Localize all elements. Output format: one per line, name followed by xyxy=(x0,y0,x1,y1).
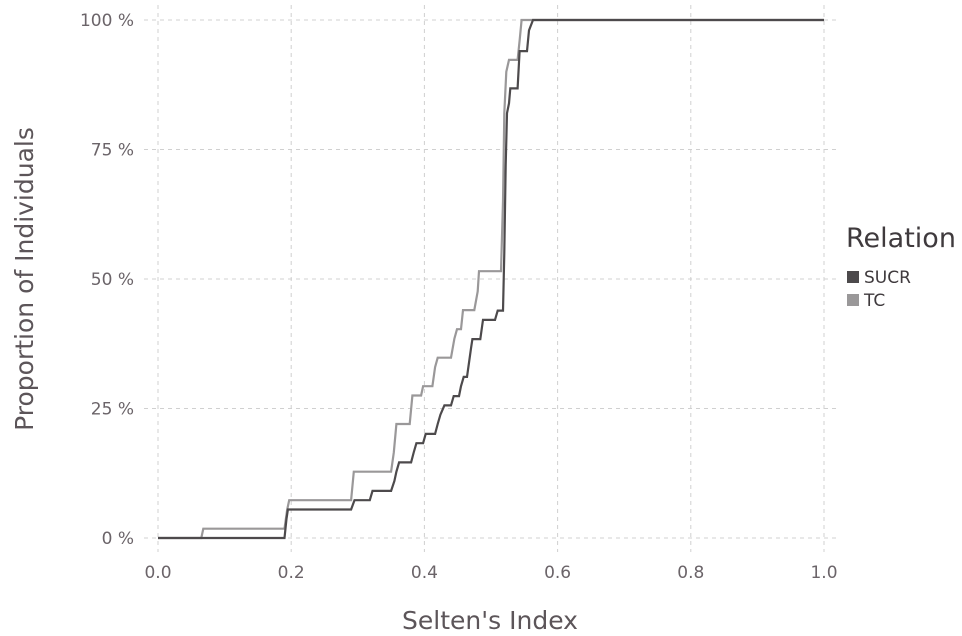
y-tick-label: 0 % xyxy=(102,529,134,549)
legend-swatch-tc xyxy=(847,294,859,306)
y-tick-label: 100 % xyxy=(80,11,134,31)
y-tick-label: 75 % xyxy=(91,141,134,161)
series-line-tc xyxy=(158,18,824,540)
legend: Relation SUCR TC xyxy=(846,223,956,311)
x-tick-label: 0.8 xyxy=(677,563,704,583)
y-axis-title: Proportion of Individuals xyxy=(10,127,39,431)
series-line-sucr xyxy=(158,18,824,540)
legend-label-sucr: SUCR xyxy=(864,268,911,288)
y-tick-label: 25 % xyxy=(91,400,134,420)
legend-items: SUCR TC xyxy=(847,268,911,311)
legend-swatch-sucr xyxy=(847,271,859,283)
x-tick-label: 0.4 xyxy=(411,563,438,583)
tick-labels: 0.0 0.2 0.4 0.6 0.8 1.0 0 % 25 % 50 % 75 % 100 % xyxy=(80,11,838,583)
y-tick-label: 50 % xyxy=(91,270,134,290)
x-tick-label: 0.2 xyxy=(278,563,305,583)
grid-lines xyxy=(144,5,838,552)
x-axis-title: Selten's Index xyxy=(402,606,578,635)
x-tick-label: 1.0 xyxy=(810,563,837,583)
x-tick-label: 0.0 xyxy=(144,563,171,583)
x-tick-label: 0.6 xyxy=(544,563,571,583)
legend-label-tc: TC xyxy=(863,291,885,311)
legend-title: Relation xyxy=(846,223,956,254)
series-lines xyxy=(158,18,824,540)
